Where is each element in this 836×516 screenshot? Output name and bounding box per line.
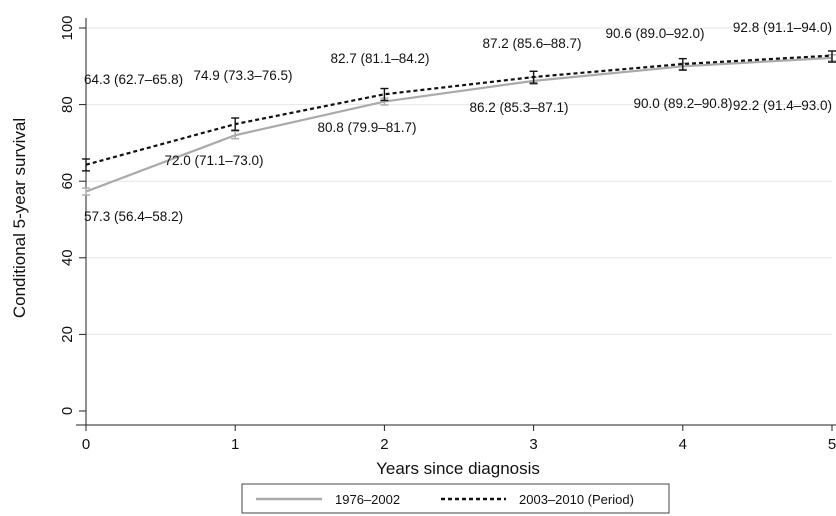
y-tick-label-40: 40 — [59, 249, 76, 266]
legend: 1976–2002 2003–2010 (Period) — [241, 483, 670, 514]
x-tick-label-4: 4 — [679, 436, 687, 453]
data-label-2003-2010-period-0: 64.3 (62.7–65.8) — [84, 72, 183, 87]
y-tick-label-0: 0 — [59, 407, 76, 415]
y-axis-title: Conditional 5-year survival — [10, 118, 29, 318]
data-labels: 57.3 (56.4–58.2) 72.0 (71.1–73.0) 80.8 (79… — [84, 20, 832, 224]
data-label-1976-2002-5: 92.2 (91.4–93.0) — [733, 98, 832, 113]
data-label-2003-2010-period-5: 92.8 (91.1–94.0) — [733, 20, 832, 35]
series-line-1976-2002 — [85, 56, 833, 193]
x-tick-label-2: 2 — [380, 436, 388, 453]
data-label-1976-2002-2: 80.8 (79.9–81.7) — [317, 120, 416, 135]
data-label-2003-2010-period-3: 87.2 (85.6–88.7) — [482, 36, 581, 51]
x-tick-label-5: 5 — [828, 436, 836, 453]
data-label-2003-2010-period-1: 74.9 (73.3–76.5) — [193, 68, 292, 83]
gridlines — [86, 27, 832, 335]
data-label-1976-2002-0: 57.3 (56.4–58.2) — [84, 209, 183, 224]
series-line-2003-2010-period — [85, 54, 833, 166]
error-bar-2003-2010-period-0 — [82, 158, 90, 172]
data-label-1976-2002-3: 86.2 (85.3–87.1) — [469, 100, 568, 115]
error-bar-2003-2010-period-2 — [380, 87, 389, 102]
axes: 0 20 40 60 80 100 0 1 2 3 4 5 — [59, 15, 836, 453]
data-label-1976-2002-4: 90.0 (89.2–90.8) — [633, 96, 732, 111]
legend-label-1976-2002: 1976–2002 — [335, 492, 400, 507]
x-tick-label-0: 0 — [82, 436, 90, 453]
y-tick-label-100: 100 — [59, 15, 76, 40]
series-layer — [82, 50, 836, 196]
x-axis-title: Years since diagnosis — [376, 459, 540, 478]
error-bar-1976-2002-0 — [82, 187, 90, 196]
error-bar-2003-2010-period-3 — [529, 70, 538, 84]
y-tick-label-60: 60 — [59, 173, 76, 190]
legend-label-2003-2010: 2003–2010 (Period) — [519, 492, 634, 507]
series-1976-2002 — [82, 54, 836, 196]
y-tick-label-80: 80 — [59, 96, 76, 113]
error-bar-2003-2010-period-4 — [678, 57, 687, 71]
error-bar-2003-2010-period-5 — [828, 50, 836, 63]
series-2003-2010-period — [82, 50, 836, 172]
error-bar-2003-2010-period-1 — [231, 117, 240, 131]
y-tick-label-20: 20 — [59, 326, 76, 343]
error-bar-1976-2002-1 — [231, 130, 240, 140]
data-label-2003-2010-period-2: 82.7 (81.1–84.2) — [330, 51, 429, 66]
x-tick-label-1: 1 — [231, 436, 239, 453]
data-label-1976-2002-1: 72.0 (71.1–73.0) — [164, 153, 263, 168]
x-tick-label-3: 3 — [529, 436, 537, 453]
data-label-2003-2010-period-4: 90.6 (89.0–92.0) — [605, 26, 704, 41]
